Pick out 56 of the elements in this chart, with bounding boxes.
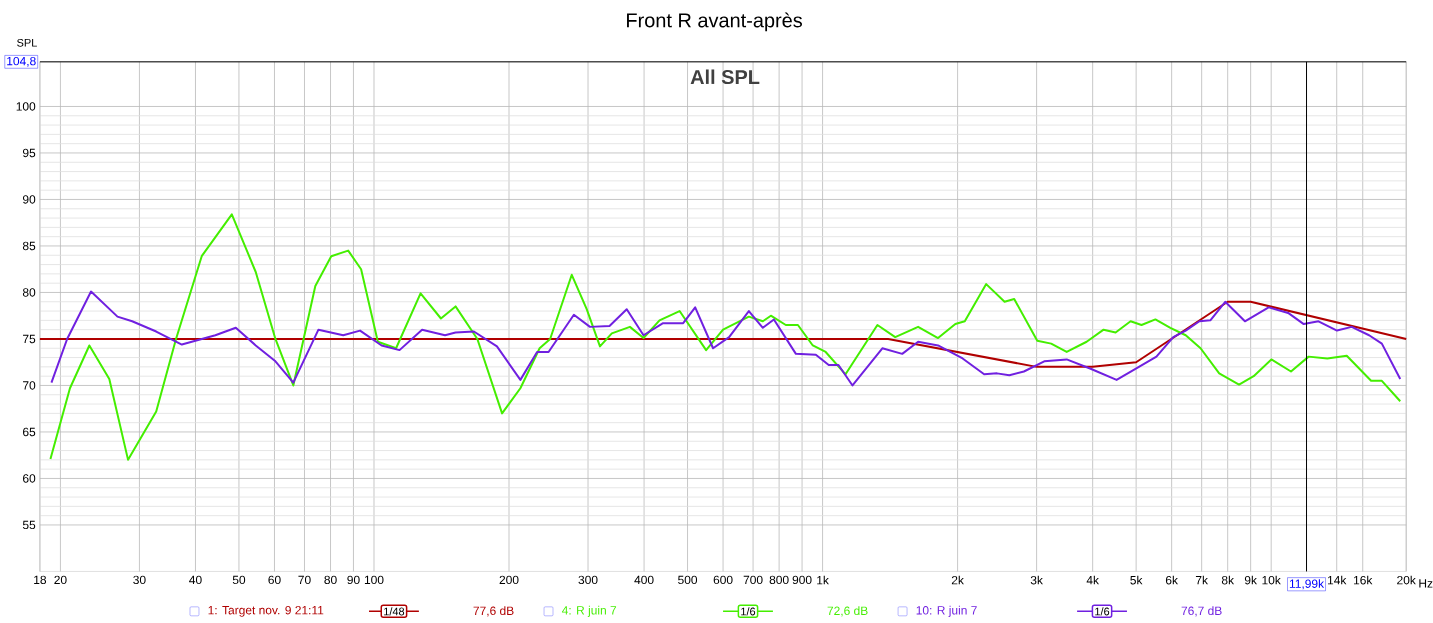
chart-subtitle: All SPL (690, 69, 760, 84)
x-tick-label: 18 (34, 575, 47, 584)
x-tick-label: 4k (1086, 575, 1099, 585)
text: 10: R juin 7 (916, 605, 977, 617)
x-tick-label: 9k (1244, 575, 1257, 585)
text: 77,6 dB (473, 606, 514, 617)
x-tick-label: 300 (578, 575, 598, 584)
ref-line-label: 104,8 (7, 56, 36, 67)
x-tick-label: 600 (713, 575, 733, 584)
y-tick-label: 55 (22, 520, 36, 529)
text: 76,7 dB (1181, 606, 1222, 617)
text: 1/6 (741, 607, 756, 616)
x-tick-label: 20 (54, 575, 67, 584)
x-tick-label: 60 (268, 575, 281, 584)
x-tick-label: 10k (1262, 575, 1281, 585)
y-tick-label: 70 (23, 381, 36, 390)
x-tick-label: 1k (817, 575, 829, 585)
x-tick-label: 200 (499, 575, 519, 584)
x-tick-label: 30 (133, 575, 146, 584)
x-tick-label: 80 (324, 575, 337, 584)
y-axis-title: SPL (17, 38, 37, 47)
x-tick-label: 6k (1165, 575, 1178, 585)
y-tick-label: 100 (16, 102, 36, 111)
y-tick-label: 95 (22, 148, 36, 158)
y-tick-label: 65 (23, 427, 36, 437)
y-tick-label: 80 (22, 288, 36, 297)
x-tick-label: 400 (634, 575, 654, 584)
y-tick-label: 75 (23, 334, 36, 343)
text: 1/48 (384, 607, 405, 616)
text: 1/6 (1095, 607, 1110, 616)
x-tick-label: 500 (678, 575, 698, 584)
text: 1: Target nov. 9 21:11 (208, 605, 324, 617)
y-tick-label: 60 (23, 474, 36, 483)
chart-title: Front R avant-après (627, 12, 803, 32)
text: 4: R juin 7 (561, 605, 617, 617)
x-tick-label: 20k (1397, 575, 1416, 585)
text: 72,6 dB (827, 606, 868, 617)
ref-line-label: 11,99k (1289, 578, 1325, 590)
x-tick-label: 40 (189, 575, 202, 584)
x-tick-label: 5k (1130, 575, 1143, 585)
x-tick-label: 16k (1353, 575, 1373, 585)
x-tick-label: 900 (792, 575, 812, 584)
x-tick-label: 14k (1327, 575, 1347, 585)
x-tick-label: 50 (232, 575, 246, 584)
y-tick-label: 85 (22, 241, 36, 251)
x-tick-label: 7k (1195, 575, 1208, 585)
x-tick-label: 700 (743, 575, 763, 584)
x-tick-label: 100 (364, 575, 384, 584)
y-tick-label: 90 (22, 195, 36, 204)
x-tick-label: 3k (1030, 575, 1043, 585)
x-axis-title: Hz (1419, 579, 1433, 588)
x-tick-label: 70 (298, 575, 311, 584)
x-tick-label: 8k (1221, 575, 1235, 585)
x-tick-label: 800 (769, 575, 789, 584)
x-tick-label: 90 (347, 575, 360, 584)
x-tick-label: 2k (951, 575, 964, 585)
